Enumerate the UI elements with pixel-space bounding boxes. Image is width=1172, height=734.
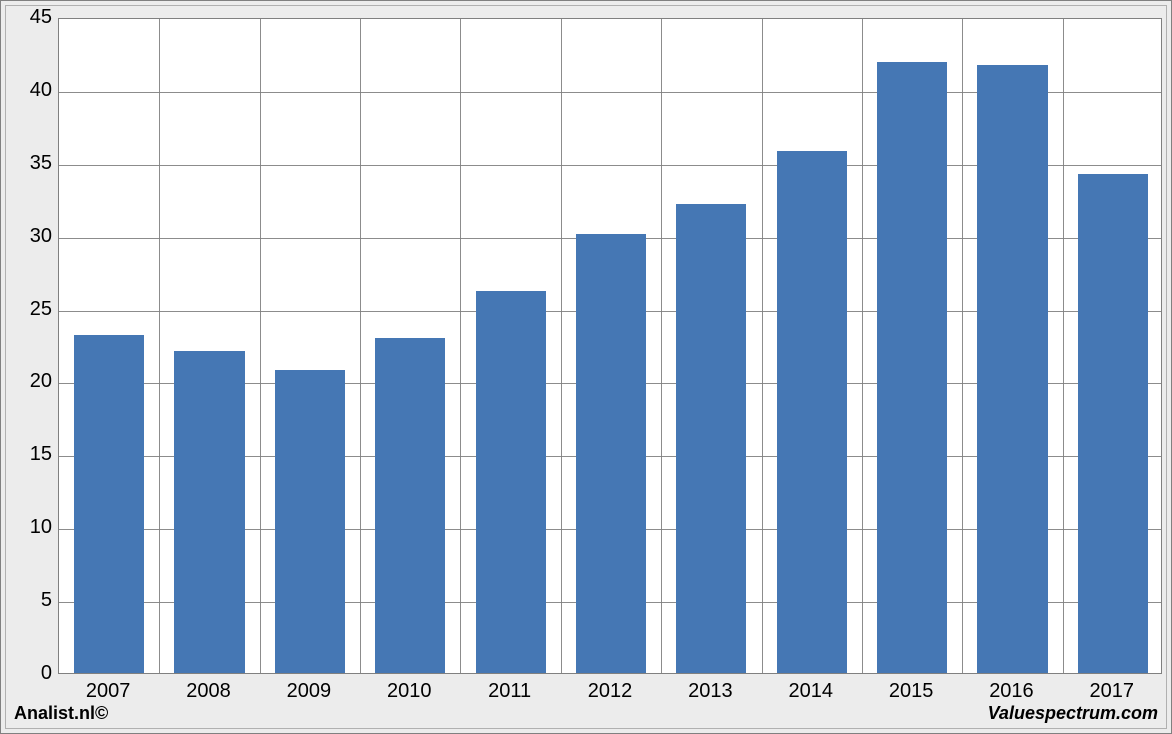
gridline-v xyxy=(460,19,461,673)
y-tick-label: 25 xyxy=(10,298,52,321)
y-tick-label: 35 xyxy=(10,152,52,175)
y-tick-label: 5 xyxy=(10,589,52,612)
y-tick-label: 45 xyxy=(10,6,52,29)
bar xyxy=(74,335,144,673)
footer-left-credit: Analist.nl© xyxy=(14,703,108,724)
bar xyxy=(174,351,244,673)
x-tick-label: 2014 xyxy=(761,680,861,703)
y-tick-label: 40 xyxy=(10,79,52,102)
bar xyxy=(476,291,546,673)
chart-inner-frame: 051015202530354045 200720082009201020112… xyxy=(5,5,1167,729)
x-tick-label: 2015 xyxy=(861,680,961,703)
y-tick-label: 15 xyxy=(10,443,52,466)
chart-outer-frame: 051015202530354045 200720082009201020112… xyxy=(0,0,1172,734)
gridline-v xyxy=(661,19,662,673)
plot-area xyxy=(58,18,1162,674)
x-tick-label: 2017 xyxy=(1062,680,1162,703)
gridline-v xyxy=(862,19,863,673)
y-tick-label: 0 xyxy=(10,662,52,685)
x-tick-label: 2008 xyxy=(158,680,258,703)
x-tick-label: 2010 xyxy=(359,680,459,703)
y-tick-label: 10 xyxy=(10,516,52,539)
x-tick-label: 2013 xyxy=(660,680,760,703)
bar xyxy=(676,204,746,673)
x-tick-label: 2007 xyxy=(58,680,158,703)
footer-right-credit: Valuespectrum.com xyxy=(988,703,1158,724)
bar xyxy=(576,234,646,673)
bar xyxy=(275,370,345,673)
bar xyxy=(777,151,847,673)
gridline-v xyxy=(1063,19,1064,673)
gridline-v xyxy=(360,19,361,673)
bar xyxy=(1078,174,1148,673)
gridline-v xyxy=(561,19,562,673)
gridline-v xyxy=(962,19,963,673)
gridline-v xyxy=(260,19,261,673)
gridline-v xyxy=(159,19,160,673)
x-tick-label: 2016 xyxy=(961,680,1061,703)
bar xyxy=(375,338,445,673)
y-tick-label: 30 xyxy=(10,225,52,248)
bar xyxy=(977,65,1047,673)
gridline-v xyxy=(762,19,763,673)
y-tick-label: 20 xyxy=(10,370,52,393)
bar xyxy=(877,62,947,673)
x-tick-label: 2012 xyxy=(560,680,660,703)
x-tick-label: 2009 xyxy=(259,680,359,703)
x-tick-label: 2011 xyxy=(459,680,559,703)
